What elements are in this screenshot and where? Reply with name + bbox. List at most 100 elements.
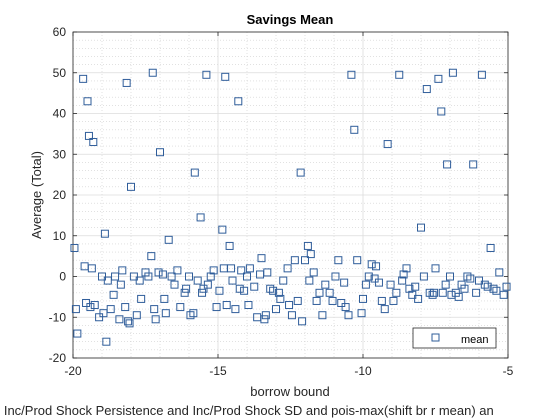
data-point-marker <box>160 294 169 303</box>
data-point-marker <box>309 268 318 277</box>
data-point-marker <box>199 284 208 293</box>
data-point-marker <box>234 97 243 106</box>
data-point-marker <box>477 70 486 79</box>
data-point-marker <box>483 282 492 291</box>
data-point-marker <box>395 70 404 79</box>
data-point-marker <box>235 284 244 293</box>
data-point-marker <box>417 223 425 232</box>
footer-caption: d Inc/Prod Shock Persistence and Inc/Pro… <box>0 403 494 418</box>
data-point-marker <box>263 268 272 277</box>
data-point-marker <box>370 274 379 283</box>
data-point-marker <box>486 243 495 252</box>
data-point-marker <box>443 160 452 169</box>
data-point-marker <box>377 296 386 305</box>
data-point-marker <box>103 276 112 285</box>
data-point-marker <box>296 168 305 177</box>
data-point-marker <box>499 290 508 299</box>
data-point-marker <box>469 160 478 169</box>
data-point-marker <box>173 266 182 275</box>
data-point-marker <box>408 290 417 299</box>
data-point-marker <box>374 278 383 287</box>
data-point-marker <box>411 282 420 291</box>
data-point-marker <box>364 272 373 281</box>
data-point-marker <box>448 68 457 77</box>
data-point-marker <box>95 313 104 322</box>
data-point-marker <box>180 288 189 297</box>
x-tick-label: -20 <box>64 364 82 378</box>
data-point-marker <box>480 280 489 289</box>
data-point-marker <box>454 292 463 301</box>
data-point-marker <box>446 272 454 281</box>
data-point-marker <box>150 305 159 314</box>
data-point-marker <box>122 78 131 87</box>
data-point-marker <box>185 272 193 281</box>
data-point-marker <box>186 311 195 320</box>
data-point-marker <box>434 74 443 83</box>
y-tick-label: 0 <box>59 270 66 284</box>
data-point-marker <box>151 315 160 324</box>
data-point-marker <box>463 272 472 281</box>
data-point-marker <box>82 298 91 307</box>
data-point-marker <box>279 276 288 285</box>
data-point-marker <box>425 288 434 297</box>
data-point-marker <box>129 272 138 281</box>
data-point-marker <box>301 256 309 265</box>
chart-title: Savings Mean <box>247 12 334 27</box>
data-point-marker <box>125 319 134 328</box>
data-point-marker <box>321 280 330 289</box>
data-point-marker <box>127 182 135 191</box>
y-tick-label: 50 <box>53 66 67 80</box>
data-point-marker <box>156 148 164 157</box>
data-point-marker <box>83 97 92 106</box>
data-point-marker <box>218 225 227 234</box>
data-point-marker <box>124 317 133 326</box>
data-point-marker <box>158 270 167 279</box>
data-point-marker <box>98 272 106 281</box>
data-point-marker <box>431 264 440 273</box>
data-point-marker <box>198 288 207 297</box>
legend: mean <box>412 327 497 349</box>
data-point-marker <box>389 296 398 305</box>
data-point-marker <box>293 296 302 305</box>
data-point-marker <box>190 168 199 177</box>
data-point-marker <box>419 272 428 281</box>
data-point-marker <box>250 282 259 291</box>
data-point-marker <box>109 290 118 299</box>
data-point-marker <box>212 303 221 312</box>
data-point-marker <box>306 250 315 259</box>
data-point-marker <box>243 272 251 281</box>
data-point-marker <box>70 243 79 252</box>
legend-marker-icon <box>431 333 440 342</box>
x-tick-label: -15 <box>209 364 227 378</box>
data-point-marker <box>193 276 202 285</box>
data-point-marker <box>380 305 389 314</box>
data-point-marker <box>148 68 157 77</box>
data-point-marker <box>196 213 205 222</box>
data-point-marker <box>460 284 469 293</box>
data-point-marker <box>274 288 283 297</box>
data-point-marker <box>164 235 173 244</box>
data-point-marker <box>260 315 269 324</box>
data-point-marker <box>303 241 312 250</box>
data-point-marker <box>357 309 366 318</box>
data-point-marker <box>266 284 275 293</box>
data-point-marker <box>398 276 407 285</box>
y-axis-label: Average (Total) <box>29 151 44 239</box>
data-point-marker <box>202 70 211 79</box>
data-point-marker <box>367 260 376 269</box>
data-point-marker <box>121 303 130 312</box>
data-point-marker <box>135 276 144 285</box>
data-point-marker <box>261 311 270 320</box>
data-point-marker <box>312 296 321 305</box>
data-point-marker <box>405 284 414 293</box>
data-point-marker <box>340 278 349 287</box>
data-point-marker <box>231 305 240 314</box>
data-point-marker <box>189 309 198 318</box>
data-point-marker <box>73 329 82 338</box>
data-point-marker <box>328 296 337 305</box>
data-point-marker <box>437 107 446 116</box>
data-point-marker <box>147 252 156 261</box>
data-point-marker <box>272 305 280 314</box>
